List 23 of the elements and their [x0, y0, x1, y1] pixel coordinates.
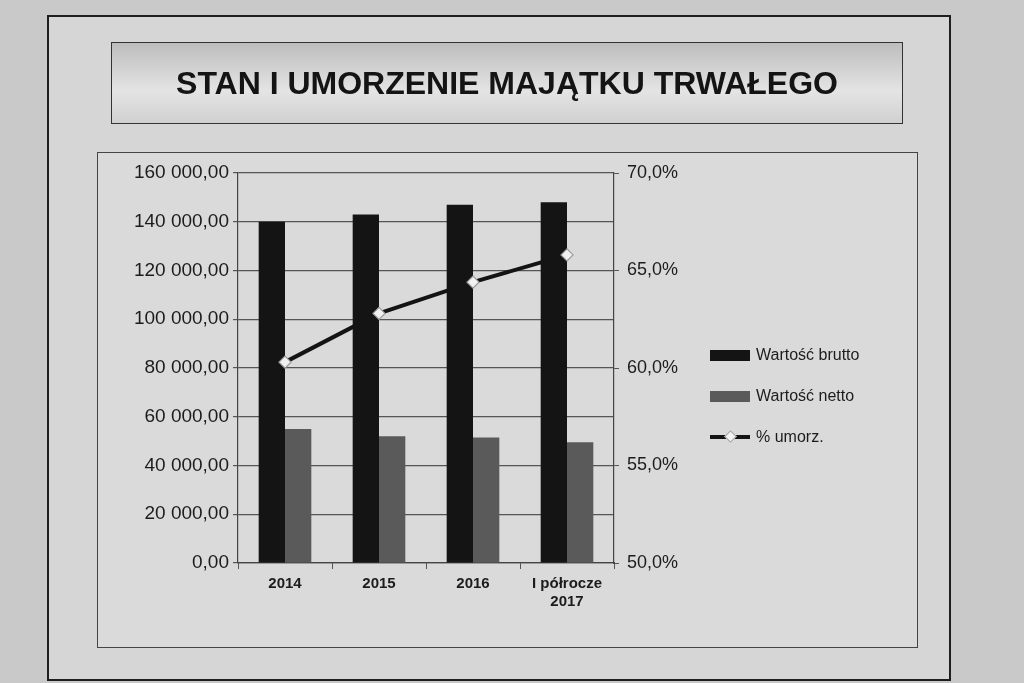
- y2-tick-label: 60,0%: [627, 356, 679, 377]
- y-tick-label: 140 000,00: [133, 209, 229, 231]
- x-tick-label: I półrocze 2017: [531, 574, 603, 610]
- y-tick-label: 0,00: [192, 551, 229, 573]
- y-tick-label: 100 000,00: [133, 307, 229, 329]
- y2-tick-label: 65,0%: [627, 259, 679, 280]
- chart-title: STAN I UMORZENIE MAJĄTKU TRWAŁEGO: [111, 42, 903, 124]
- y2-tick-label: 70,0%: [627, 161, 679, 182]
- legend-label: Wartość netto: [756, 387, 855, 405]
- x-tick-label: 2015: [362, 574, 396, 592]
- bar: [258, 221, 285, 563]
- y-tick-label: 160 000,00: [133, 161, 229, 183]
- y-tick-label: 120 000,00: [133, 258, 229, 280]
- y-tick-label: 60 000,00: [144, 404, 229, 426]
- x-tick-label: 2016: [456, 574, 490, 592]
- legend-label: Wartość brutto: [756, 346, 860, 364]
- y-tick-label: 20 000,00: [144, 502, 229, 524]
- x-tick-label: 2014: [268, 574, 303, 592]
- y2-tick-label: 55,0%: [627, 454, 679, 475]
- legend-label: % umorz.: [756, 428, 824, 446]
- y-tick-label: 80 000,00: [144, 356, 229, 378]
- y-tick-label: 40 000,00: [144, 453, 229, 475]
- y2-tick-label: 50,0%: [627, 551, 679, 572]
